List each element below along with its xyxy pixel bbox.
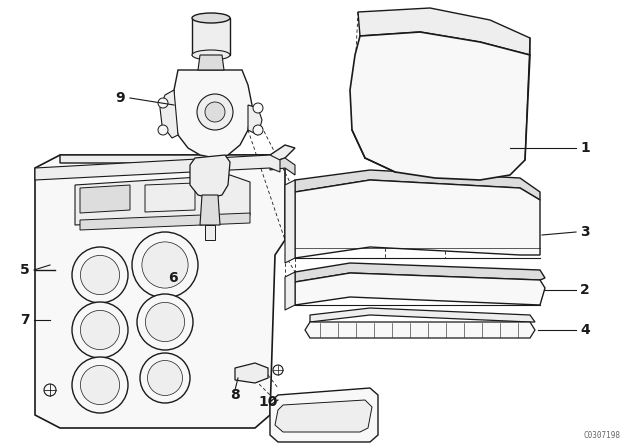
- Circle shape: [81, 366, 120, 405]
- Polygon shape: [35, 155, 285, 428]
- Text: 2: 2: [580, 283, 589, 297]
- Text: 4: 4: [580, 323, 589, 337]
- Circle shape: [137, 294, 193, 350]
- Circle shape: [158, 125, 168, 135]
- Polygon shape: [160, 90, 178, 138]
- Polygon shape: [310, 308, 535, 322]
- Polygon shape: [200, 195, 220, 225]
- Circle shape: [197, 94, 233, 130]
- Circle shape: [140, 353, 190, 403]
- Circle shape: [158, 98, 168, 108]
- Circle shape: [72, 357, 128, 413]
- Polygon shape: [35, 155, 280, 180]
- Circle shape: [81, 310, 120, 349]
- Polygon shape: [248, 105, 262, 135]
- Polygon shape: [295, 180, 540, 258]
- Text: 9: 9: [115, 91, 125, 105]
- Polygon shape: [80, 185, 130, 213]
- Polygon shape: [285, 272, 295, 310]
- Polygon shape: [174, 70, 252, 158]
- Polygon shape: [285, 180, 295, 263]
- Circle shape: [145, 302, 184, 341]
- Polygon shape: [295, 170, 540, 200]
- Ellipse shape: [192, 50, 230, 60]
- Circle shape: [72, 302, 128, 358]
- Circle shape: [44, 384, 56, 396]
- Circle shape: [205, 102, 225, 122]
- Circle shape: [147, 361, 182, 396]
- Polygon shape: [350, 32, 530, 180]
- Text: 1: 1: [580, 141, 589, 155]
- Polygon shape: [190, 155, 230, 198]
- Circle shape: [72, 247, 128, 303]
- Circle shape: [142, 242, 188, 288]
- Polygon shape: [270, 158, 295, 175]
- Polygon shape: [205, 225, 215, 240]
- Text: 6: 6: [168, 271, 178, 285]
- Polygon shape: [192, 18, 230, 55]
- Polygon shape: [198, 55, 224, 70]
- Text: 7: 7: [20, 313, 29, 327]
- Polygon shape: [358, 8, 530, 55]
- Text: 5: 5: [20, 263, 29, 277]
- Polygon shape: [75, 175, 250, 225]
- Polygon shape: [295, 273, 545, 305]
- Circle shape: [253, 103, 263, 113]
- Polygon shape: [275, 400, 372, 432]
- Polygon shape: [295, 263, 545, 282]
- Polygon shape: [60, 145, 295, 163]
- Ellipse shape: [192, 13, 230, 23]
- Text: 10: 10: [258, 395, 277, 409]
- Text: 8: 8: [230, 388, 240, 402]
- Circle shape: [253, 125, 263, 135]
- Circle shape: [273, 365, 283, 375]
- Polygon shape: [145, 183, 195, 212]
- Polygon shape: [305, 322, 535, 338]
- Text: 3: 3: [580, 225, 589, 239]
- Polygon shape: [80, 213, 250, 230]
- Circle shape: [132, 232, 198, 298]
- Polygon shape: [270, 388, 378, 442]
- Polygon shape: [235, 363, 268, 383]
- Circle shape: [81, 255, 120, 295]
- Text: C0307198: C0307198: [583, 431, 620, 440]
